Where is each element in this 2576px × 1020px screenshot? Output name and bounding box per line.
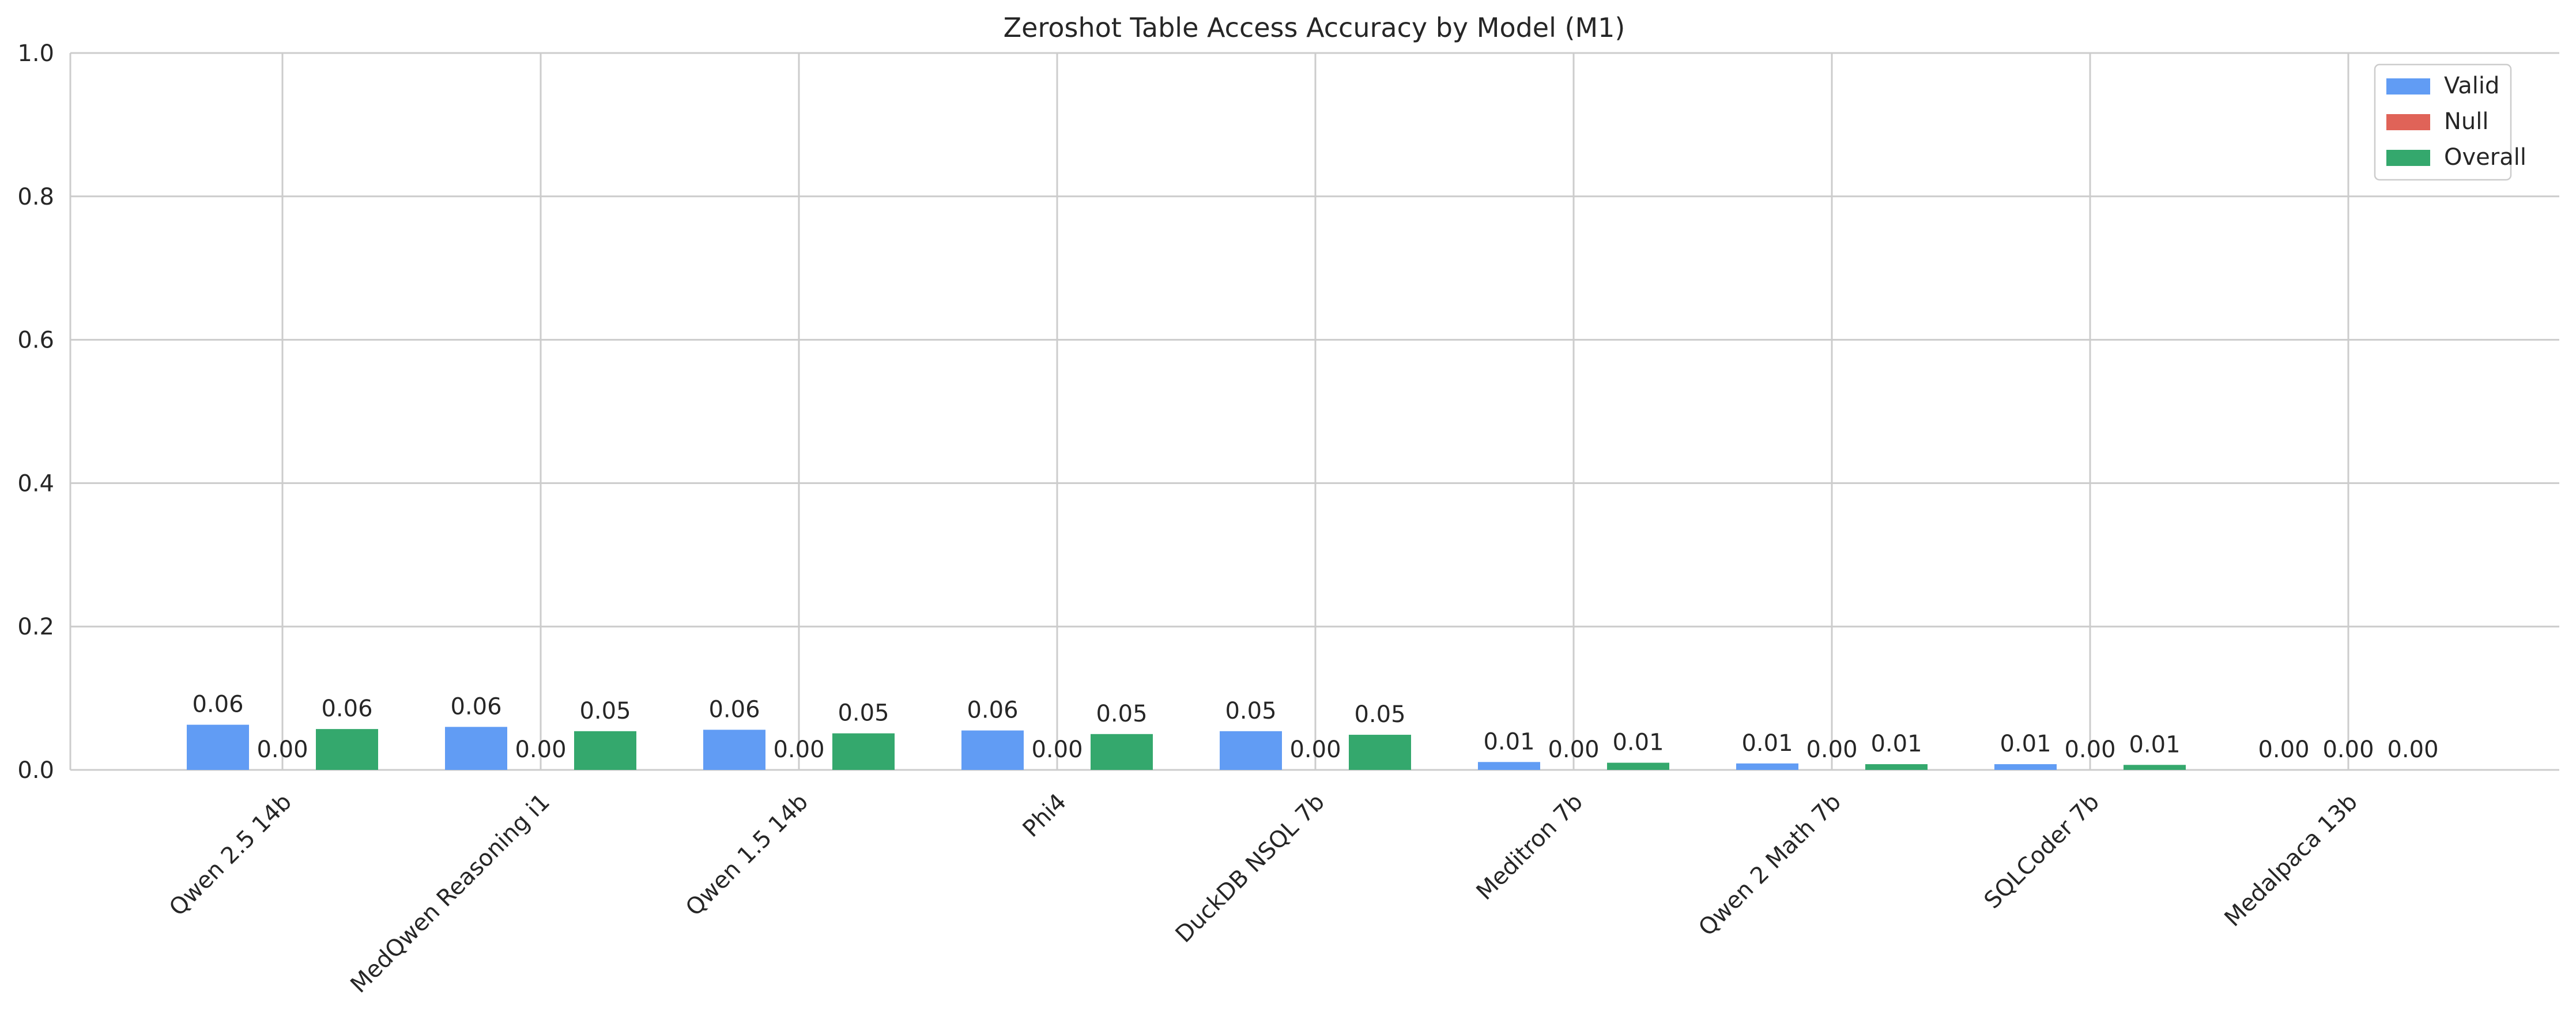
bar-valid	[961, 730, 1024, 770]
bar-value-label: 0.05	[1225, 698, 1276, 724]
legend-label-valid: Valid	[2444, 73, 2499, 99]
y-tick-label: 0.0	[17, 757, 54, 784]
bar-value-label: 0.00	[1806, 736, 1857, 763]
y-tick-label: 0.6	[17, 327, 54, 354]
bar-value-label: 0.01	[1741, 730, 1793, 757]
bar-value-label: 0.00	[2322, 736, 2374, 763]
bar-value-label: 0.01	[1483, 728, 1534, 755]
bar-value-label: 0.05	[838, 700, 889, 727]
bar-valid	[1736, 763, 1798, 770]
bar-overall	[1091, 734, 1153, 770]
bar-value-label: 0.06	[192, 692, 243, 718]
chart-title: Zeroshot Table Access Accuracy by Model …	[1004, 12, 1625, 43]
y-tick-label: 0.8	[17, 184, 54, 210]
bar-value-label: 0.01	[1612, 730, 1664, 756]
bar-valid	[1994, 764, 2057, 770]
bar-overall	[574, 731, 636, 770]
bar-overall	[832, 733, 895, 770]
bar-valid	[187, 724, 249, 770]
bar-valid	[1220, 731, 1282, 770]
y-tick-label: 0.4	[17, 470, 54, 497]
bar-overall	[1865, 764, 1928, 770]
bar-value-label: 0.05	[1096, 701, 1147, 727]
bar-value-label: 0.06	[967, 697, 1018, 724]
bar-value-label: 0.00	[2258, 736, 2309, 763]
y-tick-label: 0.2	[17, 614, 54, 640]
bar-value-label: 0.00	[1548, 736, 1599, 763]
legend: Valid Null Overall	[2374, 63, 2526, 181]
bar-overall	[316, 729, 378, 770]
y-tick-label: 1.0	[17, 40, 54, 67]
bar-value-label: 0.05	[1354, 701, 1405, 728]
legend-label-null: Null	[2444, 108, 2489, 135]
bar-value-label: 0.00	[2064, 736, 2115, 763]
legend-swatch-valid	[2386, 78, 2430, 95]
grid-lines	[70, 52, 2559, 770]
bar-value-label: 0.00	[2387, 736, 2438, 763]
legend-swatch-null	[2386, 114, 2430, 130]
bar-value-label: 0.01	[2129, 731, 2180, 758]
data-labels: 0.06 0.06 0.06 0.06 0.05 0.01 0.01 0.01 0.00 0.00…	[192, 692, 2438, 763]
bar-value-label: 0.06	[708, 696, 760, 723]
bar-overall	[1607, 762, 1669, 770]
bar-value-label: 0.05	[579, 698, 631, 724]
bar-value-label: 0.00	[515, 736, 566, 763]
bars	[187, 724, 2186, 770]
bar-overall	[2124, 765, 2186, 770]
bar-value-label: 0.00	[1031, 736, 1083, 763]
bar-overall	[1349, 735, 1411, 770]
bar-value-label: 0.06	[450, 693, 501, 720]
bar-valid	[1478, 762, 1540, 770]
bar-value-label: 0.00	[773, 736, 824, 763]
bar-value-label: 0.01	[1870, 731, 1922, 757]
bar-value-label: 0.01	[2000, 731, 2051, 757]
bar-value-label: 0.00	[257, 736, 308, 763]
bar-valid	[703, 730, 765, 770]
bar-value-label: 0.06	[321, 696, 372, 722]
legend-label-overall: Overall	[2444, 144, 2526, 171]
bar-valid	[445, 727, 507, 770]
y-tick-labels: 0.0 0.2 0.4 0.6 0.8 1.0	[17, 40, 54, 784]
bar-value-label: 0.00	[1289, 736, 1341, 763]
legend-swatch-overall	[2386, 150, 2430, 166]
